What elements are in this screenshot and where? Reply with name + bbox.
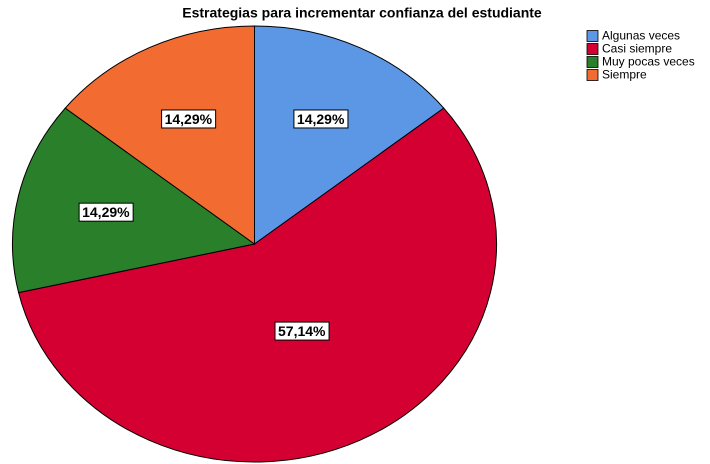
data-label: 14,29% (82, 204, 130, 220)
legend-label: Casi siempre (602, 42, 672, 56)
legend-label: Algunas veces (602, 29, 680, 43)
data-label: 14,29% (297, 111, 345, 127)
legend-swatch (586, 56, 599, 68)
pie-slice (12, 107, 256, 294)
data-label: 57,14% (278, 323, 326, 339)
data-label-box (274, 321, 330, 341)
pie-slice (64, 25, 255, 245)
data-label-box (293, 109, 349, 129)
legend-swatch (586, 30, 599, 42)
legend-swatch (586, 43, 599, 55)
legend-label: Siempre (602, 68, 647, 82)
pie-slice (17, 107, 497, 463)
legend-swatch (586, 69, 599, 81)
data-label-box (161, 109, 217, 129)
data-label: 14,29% (165, 111, 213, 127)
data-label-box (78, 202, 134, 222)
pie-slice (254, 25, 445, 245)
legend-label: Muy pocas veces (602, 55, 695, 69)
chart-title: Estrategias para incrementar confianza d… (182, 5, 542, 21)
